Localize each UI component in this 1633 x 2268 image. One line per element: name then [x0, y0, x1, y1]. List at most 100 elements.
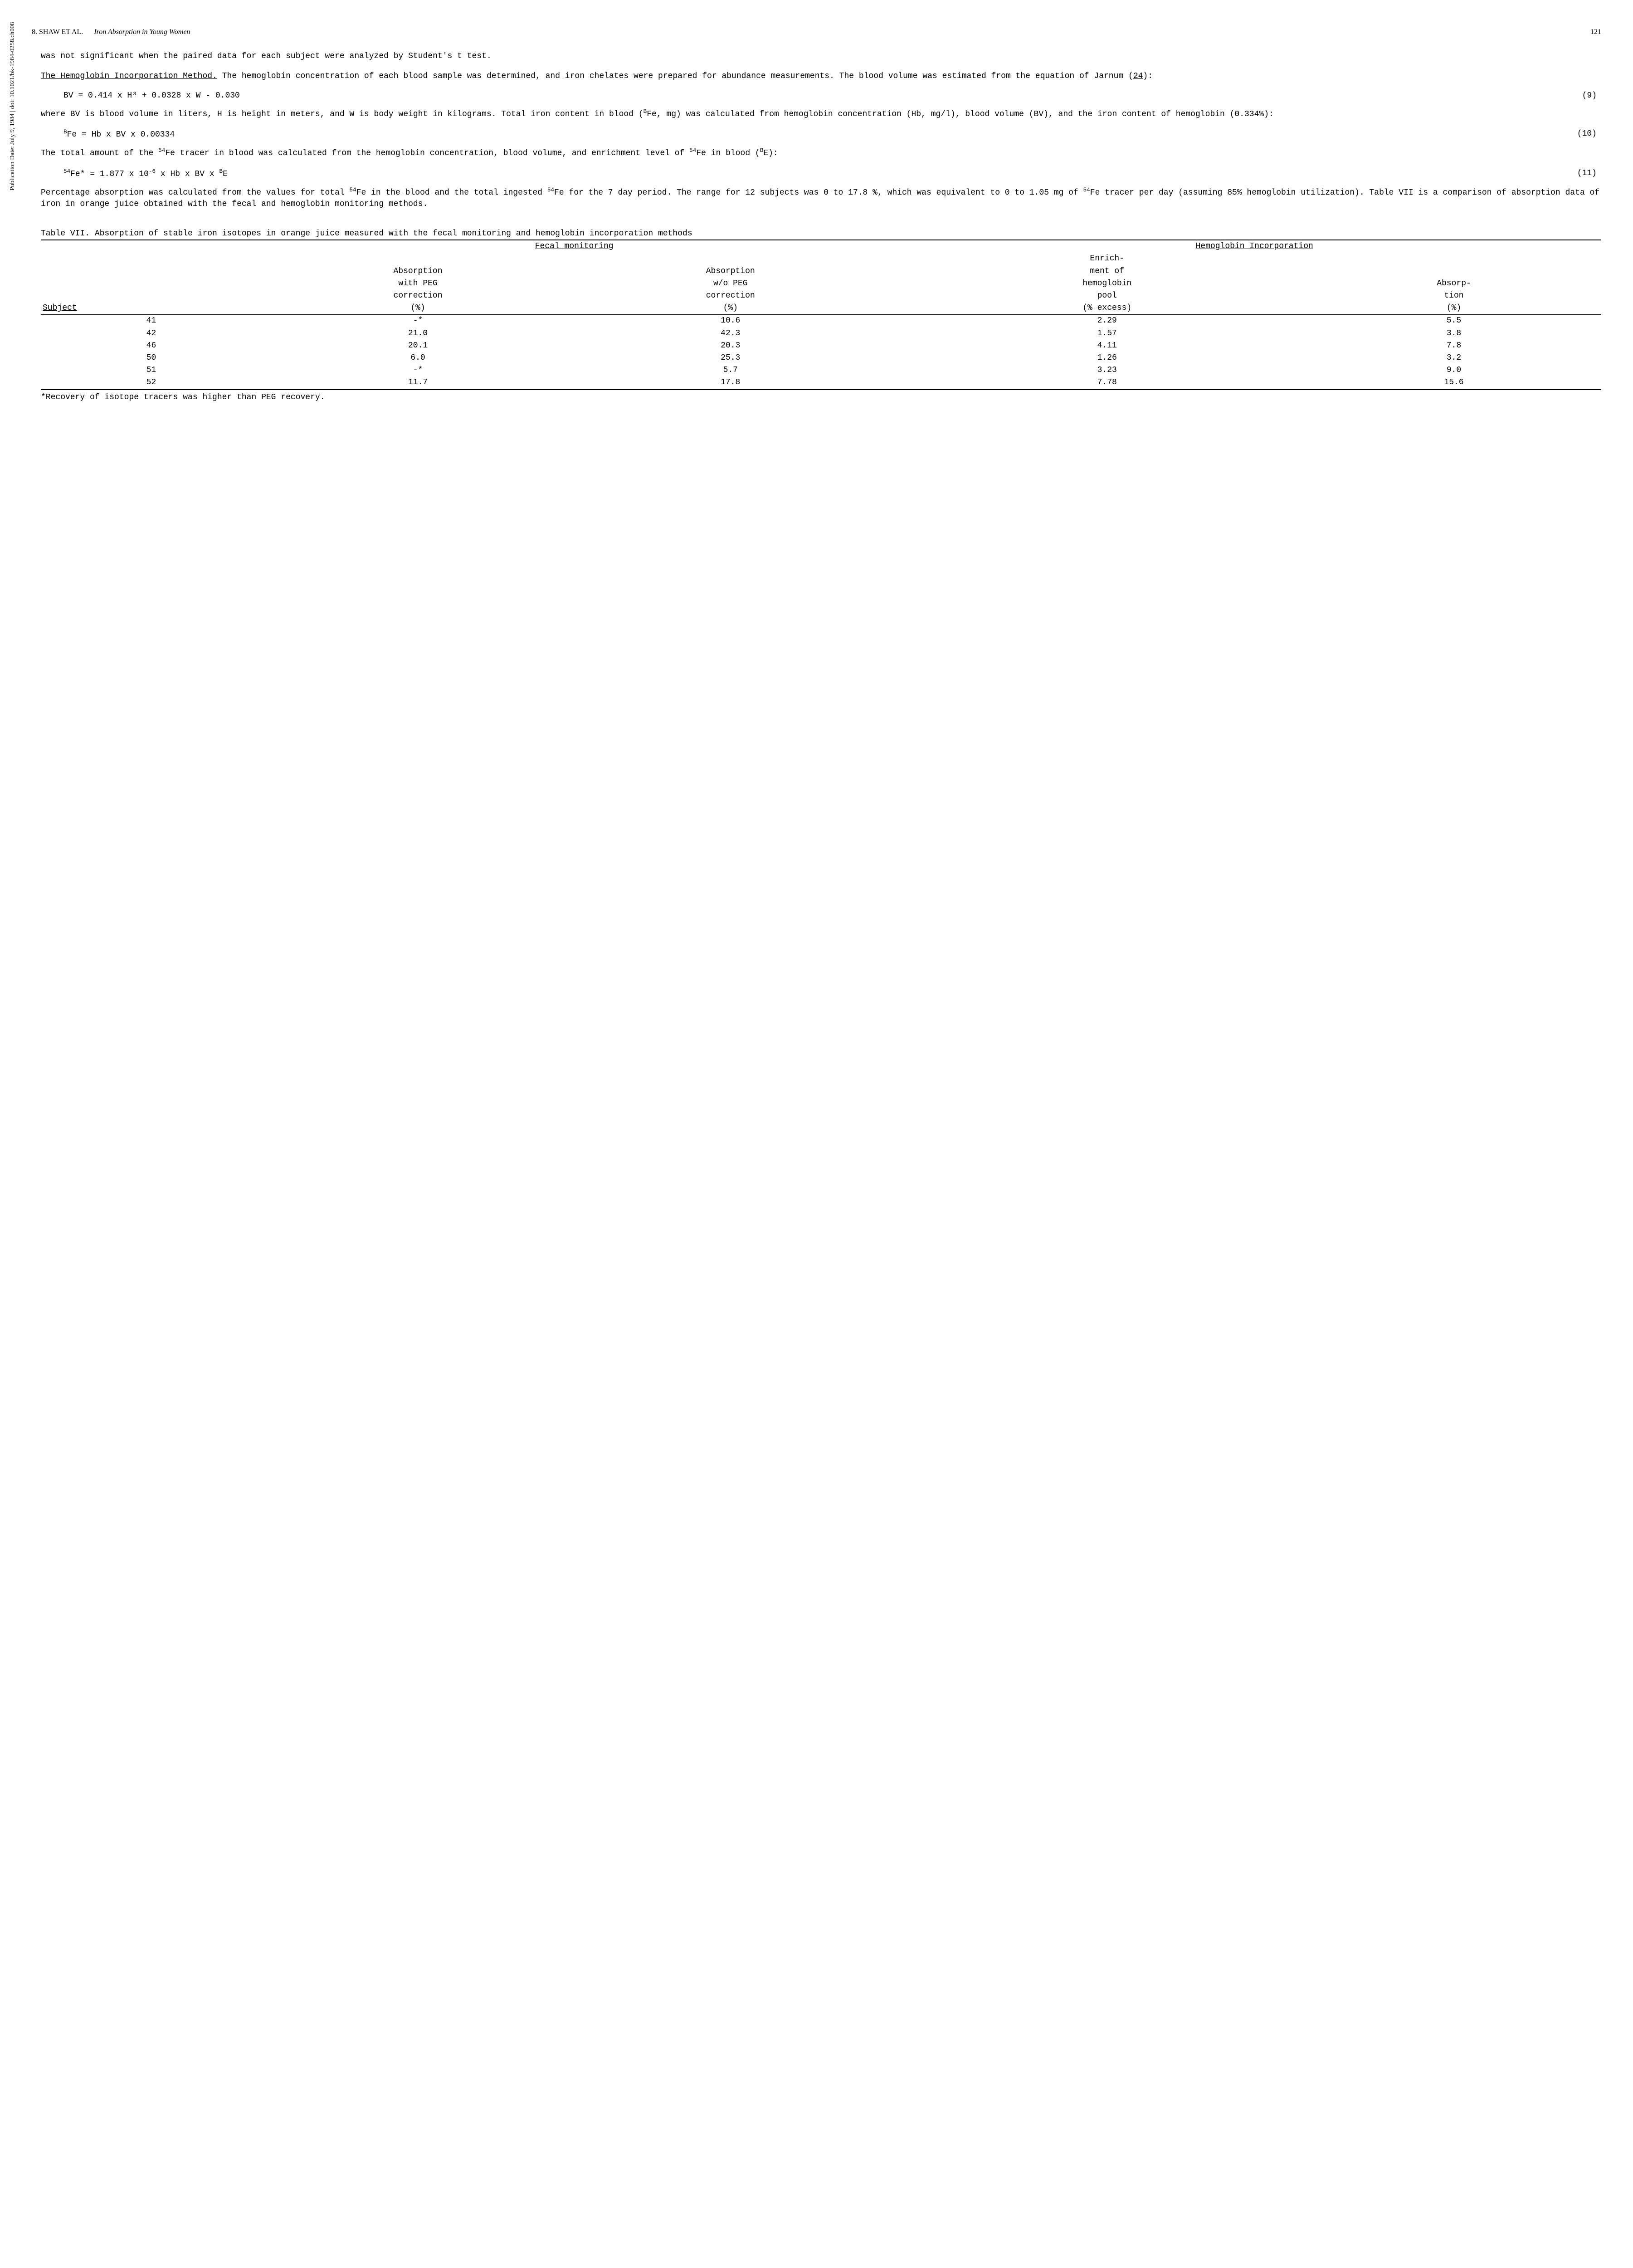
table-row: 4221.042.3 1.573.8	[41, 327, 1601, 340]
table-cell: 51	[41, 364, 262, 376]
equation-body: Fe* = 1.877 x 10	[70, 170, 149, 179]
column-header-subject: Subject	[41, 302, 262, 315]
table-row: 5211.717.8 7.7815.6	[41, 376, 1601, 389]
table-cell: 5.5	[1306, 315, 1601, 327]
body-text: Fe in the blood and the total ingested	[356, 188, 547, 197]
table-cell: 21.0	[262, 327, 574, 340]
body-text: Fe tracer in blood was calculated from t…	[165, 149, 689, 158]
table-cell	[887, 376, 907, 389]
table-cell: 6.0	[262, 352, 574, 364]
table-cell: 2.29	[907, 315, 1306, 327]
reference-link: 24	[1133, 72, 1143, 81]
table-cell	[887, 315, 907, 327]
table-cell	[887, 340, 907, 352]
table-cell: 41	[41, 315, 262, 327]
column-header: hemoglobin	[907, 278, 1306, 290]
page-number: 121	[1590, 27, 1601, 37]
table-cell: 9.0	[1306, 364, 1601, 376]
superscript: 54	[158, 147, 165, 154]
table-cell: 1.57	[907, 327, 1306, 340]
column-header: correction	[574, 290, 887, 302]
superscript: -6	[149, 168, 156, 175]
column-header: (%)	[1306, 302, 1601, 315]
superscript: 54	[547, 187, 554, 193]
table-row: 4620.120.34.117.8	[41, 340, 1601, 352]
equation-10: BFe = Hb x BV x 0.00334 (10)	[63, 128, 1601, 141]
column-header: (% excess)	[907, 302, 1306, 315]
body-text: E):	[763, 149, 778, 158]
column-group-fecal: Fecal monitoring	[262, 240, 887, 253]
page-content: was not significant when the paired data…	[41, 51, 1601, 403]
table-cell: 3.8	[1306, 327, 1601, 340]
table-cell: 17.8	[574, 376, 887, 389]
table-cell: 42	[41, 327, 262, 340]
paragraph-percentage: Percentage absorption was calculated fro…	[41, 186, 1601, 210]
table-cell: 46	[41, 340, 262, 352]
superscript: B	[63, 129, 67, 135]
table-row: 41-*10.6 2.295.5	[41, 315, 1601, 327]
publication-sidebar: Publication Date: July 9, 1984 | doi: 10…	[8, 22, 17, 191]
equation-number: (9)	[1582, 90, 1597, 102]
equation-body: Fe = Hb x BV x 0.00334	[67, 130, 175, 139]
table-cell: 5.7	[574, 364, 887, 376]
table-cell: 3.2	[1306, 352, 1601, 364]
table-cell: 1.26	[907, 352, 1306, 364]
table-cell: 7.8	[1306, 340, 1601, 352]
page-header: 8. SHAW ET AL. Iron Absorption in Young …	[32, 27, 1601, 37]
body-text: Percentage absorption was calculated fro…	[41, 188, 350, 197]
body-text: The hemoglobin concentration of each blo…	[217, 72, 1133, 81]
data-table: Fecal monitoring Hemoglobin Incorporatio…	[41, 240, 1601, 390]
table-cell: 42.3	[574, 327, 887, 340]
column-header: (%)	[262, 302, 574, 315]
body-text: ):	[1143, 72, 1153, 81]
table-cell: -*	[262, 315, 574, 327]
equation-number: (10)	[1577, 128, 1597, 140]
table-cell	[887, 327, 907, 340]
column-header: Absorption	[262, 265, 574, 278]
chapter-title: Iron Absorption in Young Women	[94, 28, 190, 36]
table-row: 51-*5.7 3.239.0	[41, 364, 1601, 376]
column-header: ment of	[907, 265, 1306, 278]
table-cell: 15.6	[1306, 376, 1601, 389]
paragraph-method: The Hemoglobin Incorporation Method. The…	[41, 71, 1601, 82]
table-cell: -*	[262, 364, 574, 376]
superscript: 54	[350, 187, 356, 193]
body-text: Fe for the 7 day period. The range for 1…	[554, 188, 1083, 197]
column-header: (%)	[574, 302, 887, 315]
table-cell: 11.7	[262, 376, 574, 389]
table-cell: 20.1	[262, 340, 574, 352]
equation-11: 54Fe* = 1.877 x 10-6 x Hb x BV x BE (11)	[63, 168, 1601, 180]
paragraph-tracer: The total amount of the 54Fe tracer in b…	[41, 147, 1601, 159]
chapter-number: 8.	[32, 28, 37, 36]
body-text: where BV is blood volume in liters, H is…	[41, 110, 643, 119]
table-cell	[887, 352, 907, 364]
paragraph-bv: where BV is blood volume in liters, H is…	[41, 108, 1601, 120]
superscript: 54	[63, 168, 70, 175]
paragraph-intro: was not significant when the paired data…	[41, 51, 1601, 62]
column-header: Absorption	[574, 265, 887, 278]
equation-body: x Hb x BV x	[156, 170, 219, 179]
column-header: correction	[262, 290, 574, 302]
table-cell: 50	[41, 352, 262, 364]
table-cell	[887, 364, 907, 376]
table-cell: 52	[41, 376, 262, 389]
table-cell: 10.6	[574, 315, 887, 327]
column-group-hemoglobin: Hemoglobin Incorporation	[907, 240, 1601, 253]
equation-body: BV = 0.414 x H³ + 0.0328 x W - 0.030	[63, 91, 240, 100]
equation-body: E	[223, 170, 228, 179]
superscript: 54	[1083, 187, 1090, 193]
column-header: with PEG	[262, 278, 574, 290]
section-heading: The Hemoglobin Incorporation Method.	[41, 72, 217, 81]
column-header: tion	[1306, 290, 1601, 302]
equation-9: BV = 0.414 x H³ + 0.0328 x W - 0.030 (9)	[63, 90, 1601, 102]
body-text: The total amount of the	[41, 149, 158, 158]
table-cell: 7.78	[907, 376, 1306, 389]
table-cell: 3.23	[907, 364, 1306, 376]
table-row: 506.025.31.263.2	[41, 352, 1601, 364]
equation-number: (11)	[1577, 168, 1597, 179]
superscript: 54	[689, 147, 696, 154]
author-name: SHAW ET AL.	[39, 28, 83, 36]
table-caption: Table VII. Absorption of stable iron iso…	[41, 228, 1601, 240]
table-cell: 20.3	[574, 340, 887, 352]
column-header: Enrich-	[907, 253, 1306, 265]
